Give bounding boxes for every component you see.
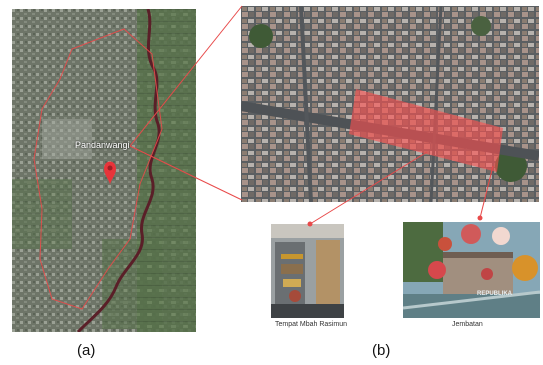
photo-jembatan[interactable]: REPUBLIKA (403, 222, 540, 318)
panel-b-label: (b) (372, 342, 391, 359)
panel-a-label: (a) (77, 342, 96, 359)
location-pin-icon (104, 161, 116, 185)
photo-2-caption: Jembatan (452, 321, 483, 328)
photo-tempat-mbah-rasimun[interactable] (271, 224, 344, 318)
satellite-map-zoomed[interactable] (241, 6, 539, 202)
photo-1-caption: Tempat Mbah Rasimun (275, 321, 347, 328)
highlighted-area (349, 89, 503, 172)
watermark: REPUBLIKA (477, 291, 513, 297)
satellite-map-overview[interactable]: Pandanwangi (12, 9, 196, 332)
place-label: Pandanwangi (75, 140, 130, 150)
